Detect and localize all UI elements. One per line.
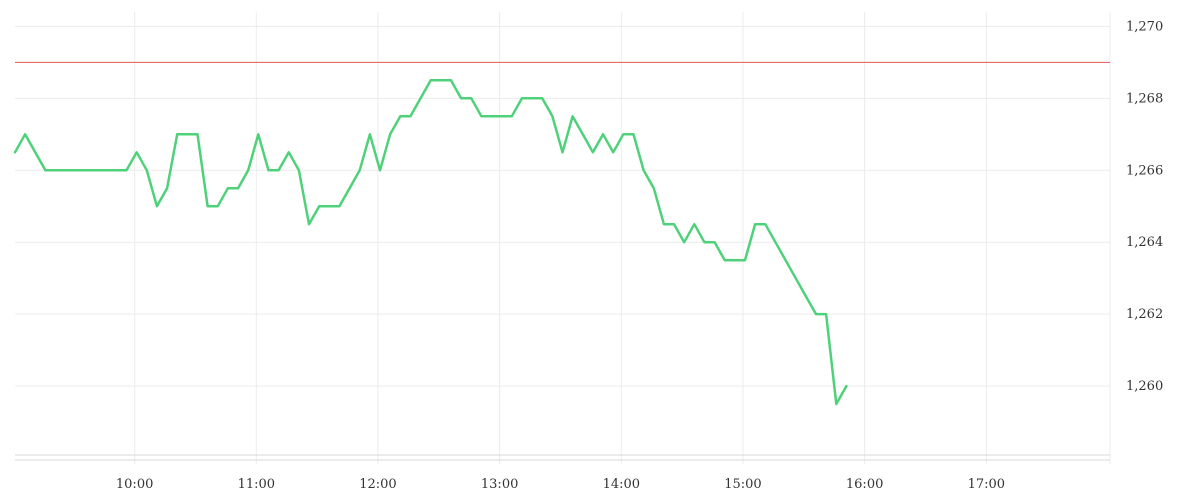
y-axis-ticks: 1,260 1,262 1,264 1,266 1,268 1,270 xyxy=(1126,19,1163,394)
axes xyxy=(15,454,1110,461)
grid xyxy=(15,12,1111,464)
x-tick-label: 15:00 xyxy=(724,477,761,492)
y-tick-label: 1,262 xyxy=(1126,307,1163,322)
y-tick-label: 1,270 xyxy=(1126,19,1163,34)
x-tick-label: 11:00 xyxy=(238,477,275,492)
y-tick-label: 1,260 xyxy=(1126,379,1163,394)
x-tick-label: 12:00 xyxy=(359,477,396,492)
series-group xyxy=(13,79,848,406)
x-tick-label: 10:00 xyxy=(116,477,153,492)
y-tick-label: 1,268 xyxy=(1126,91,1163,106)
x-tick-label: 16:00 xyxy=(846,477,883,492)
y-tick-label: 1,266 xyxy=(1126,163,1163,178)
x-tick-label: 14:00 xyxy=(603,477,640,492)
price-series-line xyxy=(13,79,848,406)
x-tick-label: 13:00 xyxy=(481,477,518,492)
x-tick-label: 17:00 xyxy=(968,477,1005,492)
x-axis-ticks: 10:00 11:00 12:00 13:00 14:00 15:00 16:00 17:00 xyxy=(116,477,1005,492)
y-tick-label: 1,264 xyxy=(1126,235,1163,250)
